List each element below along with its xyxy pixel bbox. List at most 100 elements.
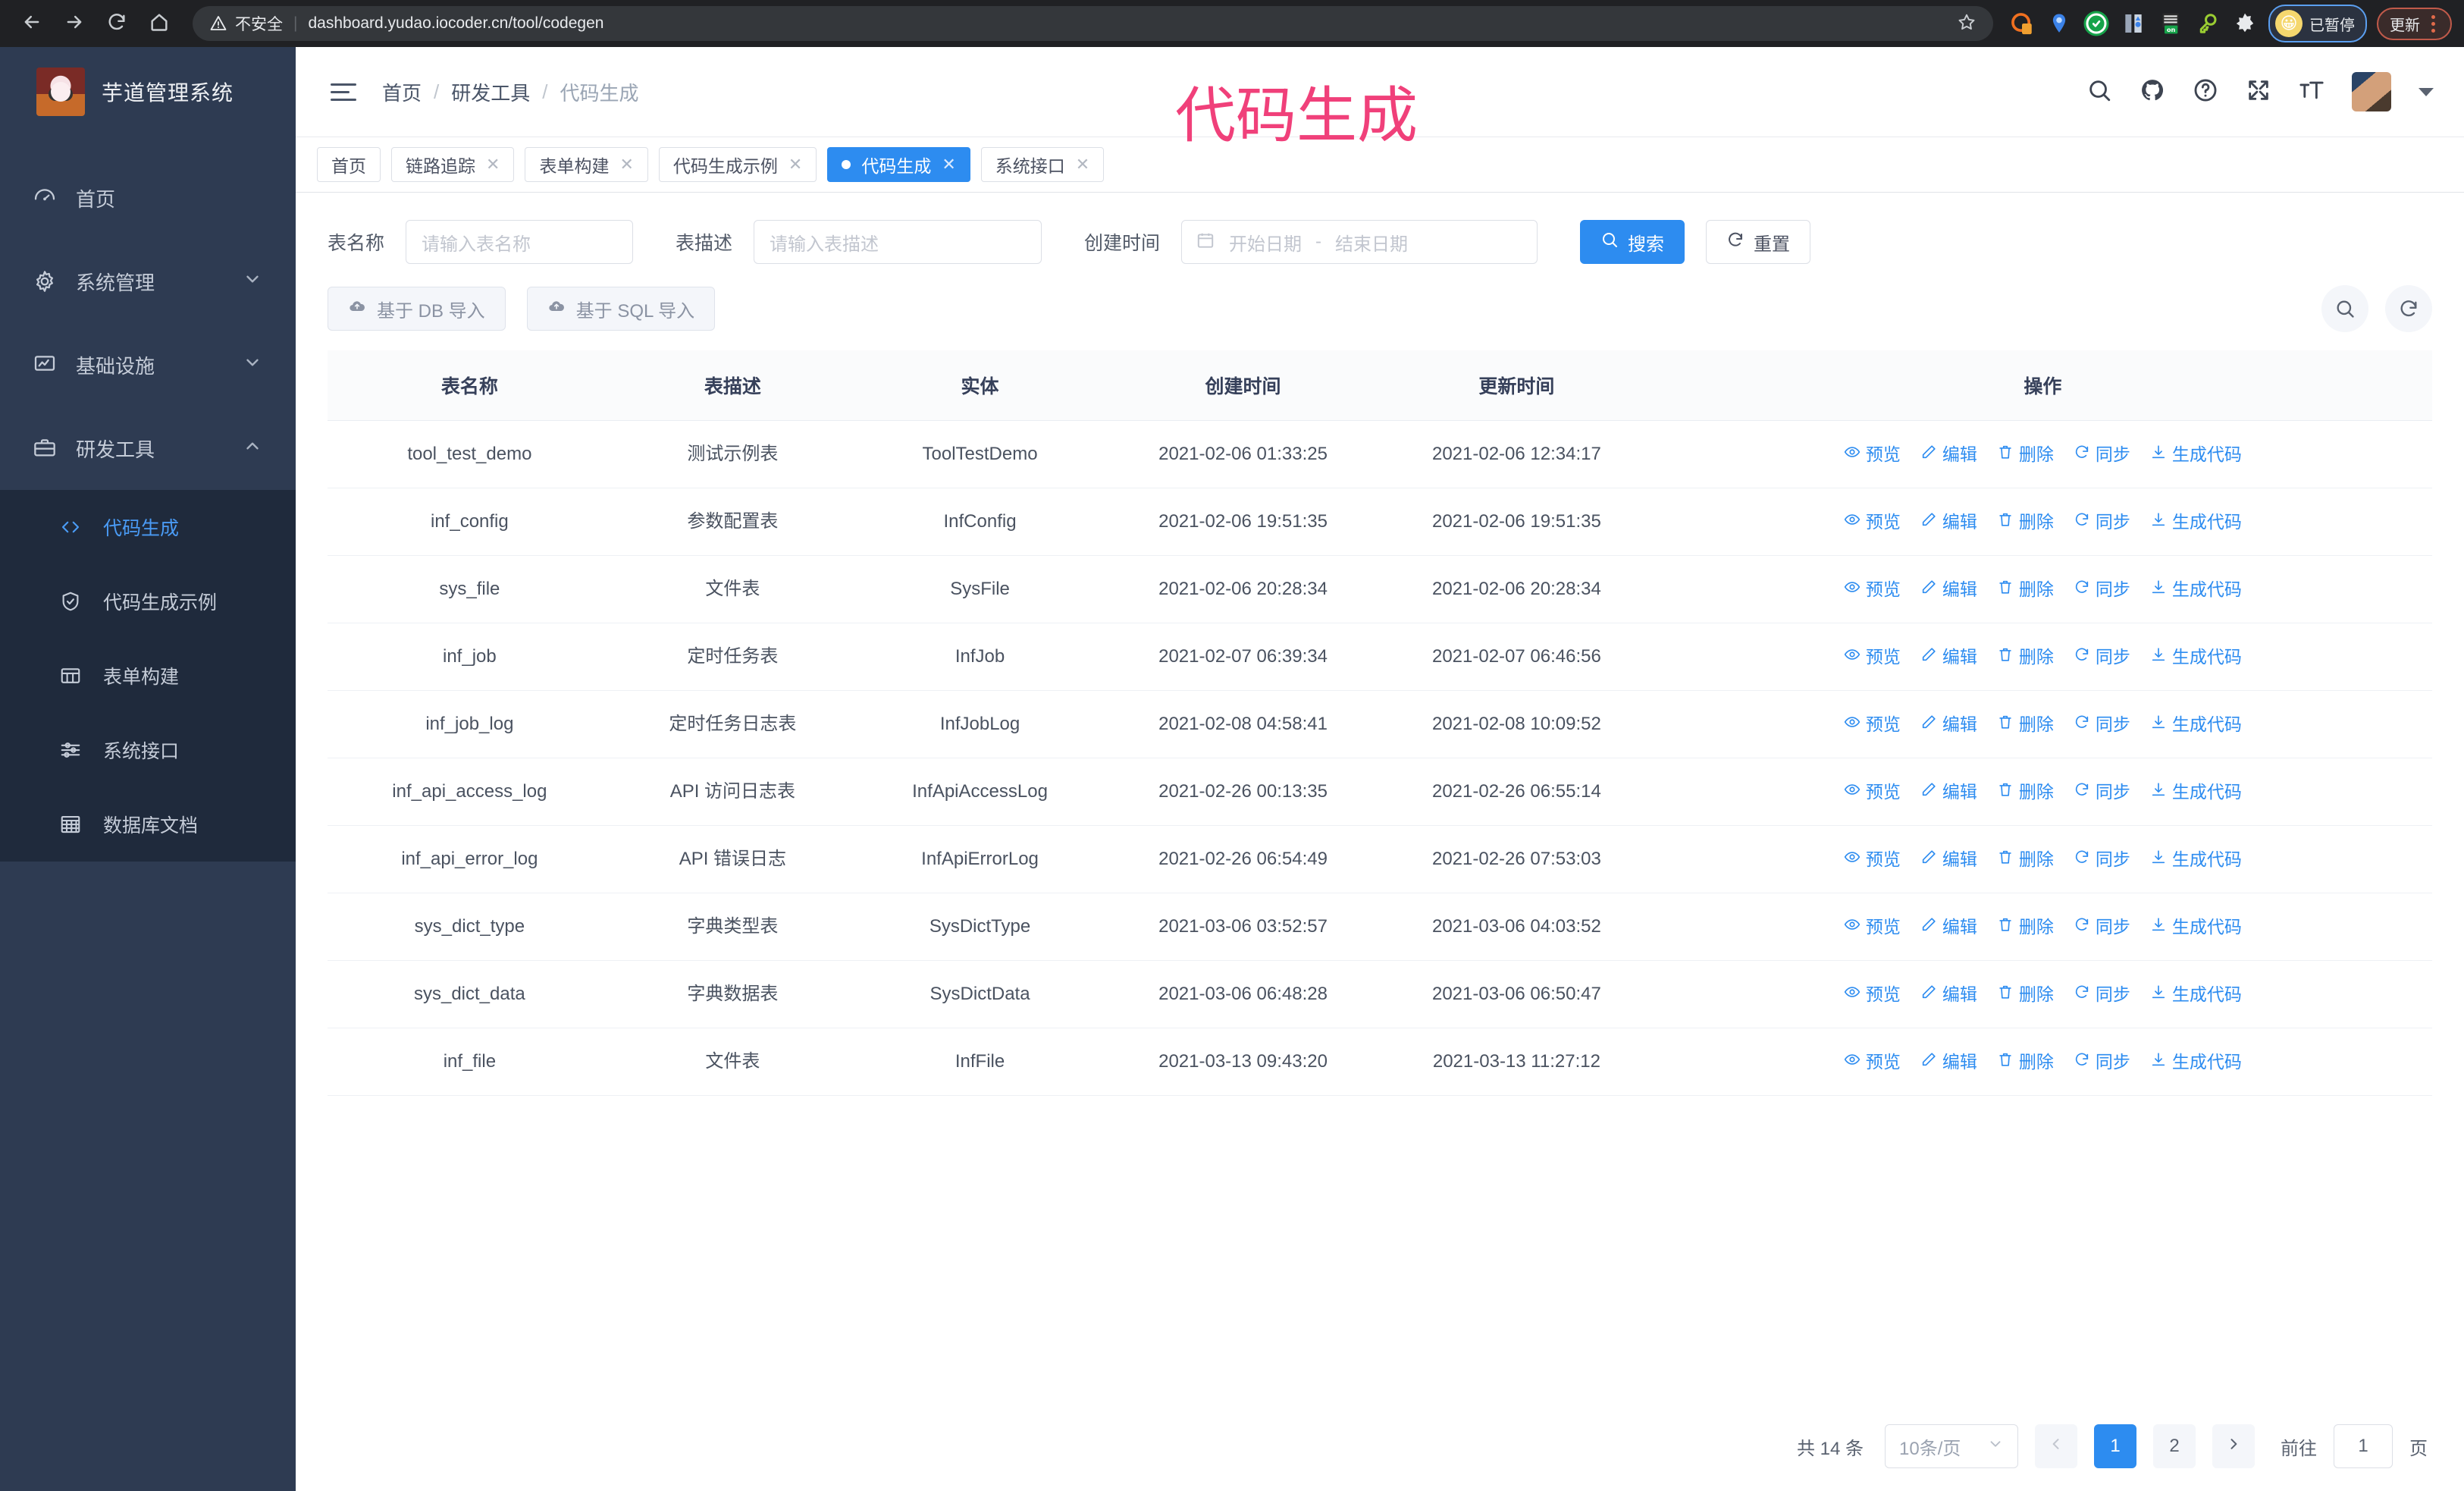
row-action-trash[interactable]: 删除 (1997, 1049, 2054, 1075)
close-icon[interactable]: ✕ (619, 155, 634, 174)
row-action-download[interactable]: 生成代码 (2150, 846, 2242, 873)
search-icon[interactable] (2086, 77, 2112, 107)
update-pill[interactable]: 更新 (2377, 7, 2452, 40)
key-extension[interactable] (2194, 10, 2221, 37)
page-size-select[interactable]: 10条/页 (1885, 1424, 2018, 1468)
pagination-goto-input[interactable]: 1 (2334, 1424, 2393, 1468)
row-action-download[interactable]: 生成代码 (2150, 914, 2242, 940)
help-icon[interactable] (2193, 77, 2218, 107)
row-action-sync[interactable]: 同步 (2074, 711, 2130, 738)
sidebar-item-home[interactable]: 首页 (0, 156, 296, 240)
import-sql-button[interactable]: 基于 SQL 导入 (526, 287, 716, 331)
orange-ring-extension[interactable] (2008, 10, 2036, 37)
sidebar-item-codegen-demo[interactable]: 代码生成示例 (0, 564, 296, 639)
row-action-pencil[interactable]: 编辑 (1920, 644, 1977, 670)
brand[interactable]: 芋道管理系统 (0, 47, 296, 137)
row-action-download[interactable]: 生成代码 (2150, 509, 2242, 535)
row-action-download[interactable]: 生成代码 (2150, 711, 2242, 738)
row-action-eye[interactable]: 预览 (1844, 914, 1901, 940)
pagination-page-1[interactable]: 1 (2094, 1424, 2136, 1468)
row-action-trash[interactable]: 删除 (1997, 711, 2054, 738)
row-action-sync[interactable]: 同步 (2074, 1049, 2130, 1075)
row-action-download[interactable]: 生成代码 (2150, 576, 2242, 603)
row-action-pencil[interactable]: 编辑 (1920, 846, 1977, 873)
paused-status-pill[interactable]: 😀 已暂停 (2268, 5, 2367, 42)
reload-button[interactable] (97, 4, 136, 43)
sidebar-item-db-doc[interactable]: 数据库文档 (0, 787, 296, 862)
sliders-extension[interactable] (2120, 10, 2147, 37)
row-action-download[interactable]: 生成代码 (2150, 1049, 2242, 1075)
row-action-trash[interactable]: 删除 (1997, 981, 2054, 1008)
row-action-sync[interactable]: 同步 (2074, 509, 2130, 535)
chevron-down-icon[interactable] (2419, 87, 2434, 96)
sidebar-item-system[interactable]: 系统管理 (0, 240, 296, 323)
sidebar-item-form-builder[interactable]: 表单构建 (0, 639, 296, 713)
import-db-button[interactable]: 基于 DB 导入 (328, 287, 506, 331)
pagination-prev-button[interactable] (2035, 1424, 2077, 1468)
row-action-sync[interactable]: 同步 (2074, 981, 2130, 1008)
search-icon[interactable] (2321, 285, 2368, 332)
avatar[interactable] (2352, 72, 2391, 111)
table-name-input[interactable]: 请输入表名称 (406, 220, 634, 264)
sidebar-item-sysapi[interactable]: 系统接口 (0, 713, 296, 787)
refresh-icon[interactable] (2385, 285, 2432, 332)
row-action-pencil[interactable]: 编辑 (1920, 1049, 1977, 1075)
kebab-menu-icon[interactable] (2427, 14, 2440, 33)
row-action-sync[interactable]: 同步 (2074, 846, 2130, 873)
sidebar-item-infrastructure[interactable]: 基础设施 (0, 323, 296, 406)
row-action-trash[interactable]: 删除 (1997, 441, 2054, 468)
row-action-pencil[interactable]: 编辑 (1920, 441, 1977, 468)
row-action-eye[interactable]: 预览 (1844, 509, 1901, 535)
row-action-trash[interactable]: 删除 (1997, 509, 2054, 535)
row-action-pencil[interactable]: 编辑 (1920, 711, 1977, 738)
bookmark-star-icon[interactable] (1948, 12, 1977, 36)
row-action-eye[interactable]: 预览 (1844, 779, 1901, 805)
back-button[interactable] (12, 4, 52, 43)
row-action-sync[interactable]: 同步 (2074, 441, 2130, 468)
row-action-trash[interactable]: 删除 (1997, 914, 2054, 940)
row-action-trash[interactable]: 删除 (1997, 576, 2054, 603)
hamburger-icon[interactable] (331, 83, 356, 101)
row-action-download[interactable]: 生成代码 (2150, 644, 2242, 670)
close-icon[interactable]: ✕ (486, 155, 500, 174)
row-action-pencil[interactable]: 编辑 (1920, 779, 1977, 805)
tab-form-builder[interactable]: 表单构建 ✕ (525, 147, 648, 182)
table-desc-input[interactable]: 请输入表描述 (754, 220, 1042, 264)
search-button[interactable]: 搜索 (1580, 220, 1685, 264)
forward-button[interactable] (55, 4, 94, 43)
row-action-pencil[interactable]: 编辑 (1920, 914, 1977, 940)
create-time-range-picker[interactable]: 开始日期 - 结束日期 (1181, 220, 1538, 264)
row-action-sync[interactable]: 同步 (2074, 914, 2130, 940)
close-icon[interactable]: ✕ (788, 155, 803, 174)
pagination-page-2[interactable]: 2 (2153, 1424, 2196, 1468)
blue-pin-extension[interactable] (2045, 10, 2073, 37)
row-action-eye[interactable]: 预览 (1844, 441, 1901, 468)
row-action-eye[interactable]: 预览 (1844, 1049, 1901, 1075)
row-action-eye[interactable]: 预览 (1844, 711, 1901, 738)
puzzle-extension[interactable] (2231, 10, 2259, 37)
font-size-icon[interactable] (2299, 77, 2324, 107)
row-action-sync[interactable]: 同步 (2074, 779, 2130, 805)
reset-button[interactable]: 重置 (1706, 220, 1811, 264)
row-action-eye[interactable]: 预览 (1844, 846, 1901, 873)
pagination-next-button[interactable] (2212, 1424, 2255, 1468)
home-button[interactable] (140, 4, 179, 43)
row-action-download[interactable]: 生成代码 (2150, 779, 2242, 805)
github-icon[interactable] (2140, 77, 2165, 107)
fullscreen-icon[interactable] (2246, 77, 2271, 107)
row-action-sync[interactable]: 同步 (2074, 644, 2130, 670)
sidebar-item-devtools[interactable]: 研发工具 (0, 406, 296, 490)
json-extension[interactable]: on (2157, 10, 2184, 37)
row-action-pencil[interactable]: 编辑 (1920, 576, 1977, 603)
breadcrumb-item[interactable]: 研发工具 (451, 81, 531, 105)
close-icon[interactable]: ✕ (1075, 155, 1090, 174)
row-action-eye[interactable]: 预览 (1844, 644, 1901, 670)
tab-codegen[interactable]: 代码生成 ✕ (827, 147, 970, 182)
tab-sysapi[interactable]: 系统接口 ✕ (980, 147, 1105, 182)
green-shield-extension[interactable] (2083, 10, 2110, 37)
row-action-pencil[interactable]: 编辑 (1920, 981, 1977, 1008)
row-action-trash[interactable]: 删除 (1997, 779, 2054, 805)
close-icon[interactable]: ✕ (942, 155, 956, 174)
row-action-trash[interactable]: 删除 (1997, 846, 2054, 873)
row-action-download[interactable]: 生成代码 (2150, 441, 2242, 468)
